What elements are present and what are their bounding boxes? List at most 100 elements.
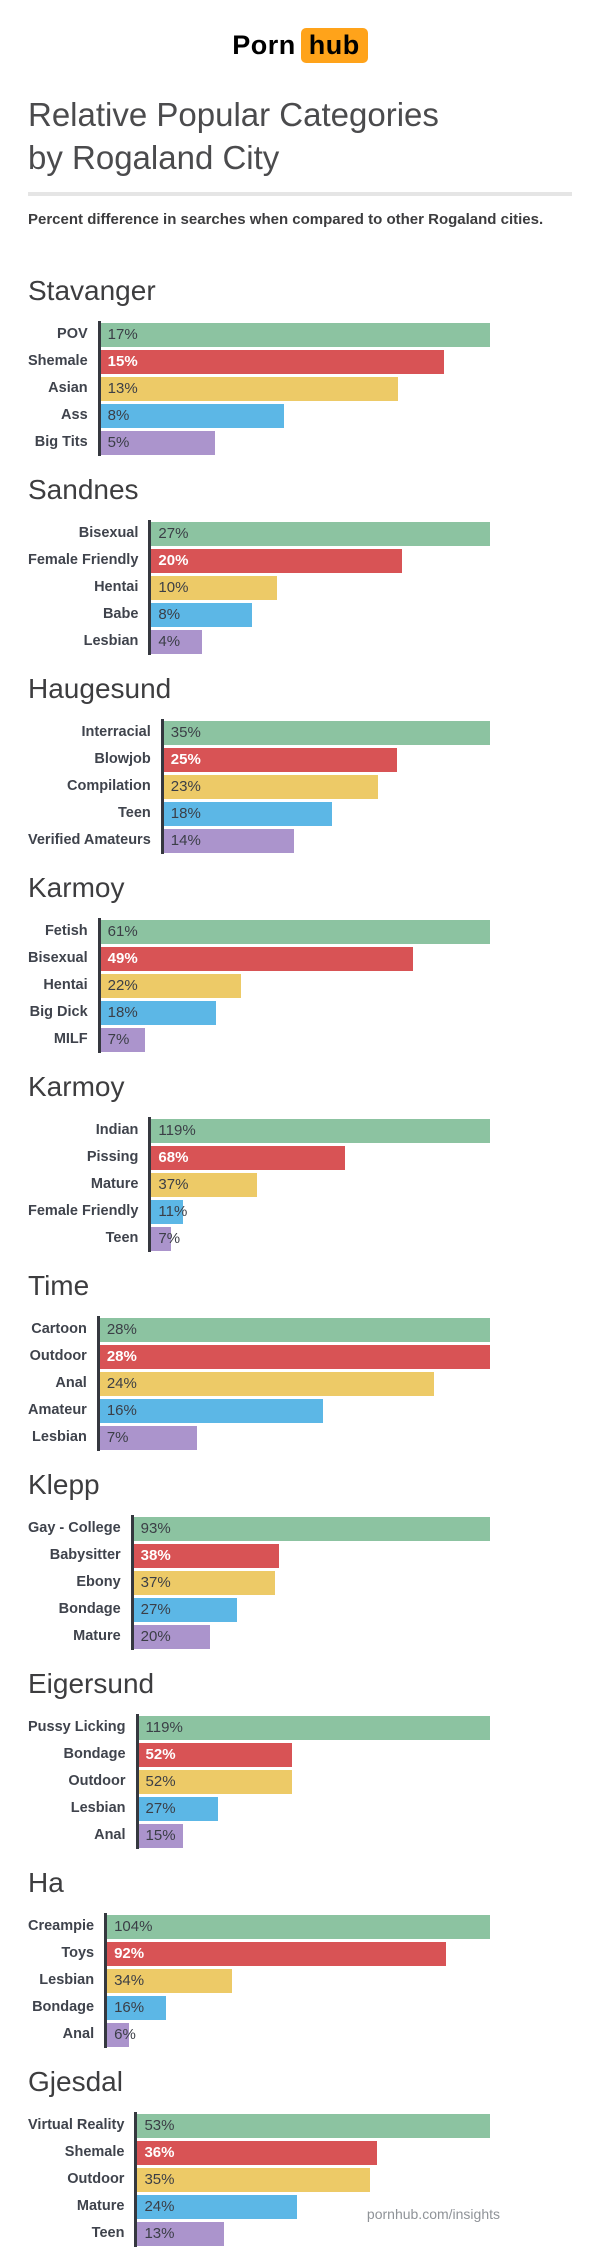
category-label: Anal	[94, 1827, 126, 1843]
category-label: Ebony	[76, 1574, 121, 1590]
bar-value: 27%	[139, 1800, 176, 1817]
bar-cell: 16%	[104, 1994, 490, 2021]
percent-sign: %	[162, 1746, 176, 1763]
bar-cell: 93%	[130, 1515, 490, 1542]
percent-sign: %	[166, 633, 181, 650]
category-label: Gay - College	[28, 1520, 121, 1536]
chart-section: Karmoy Indian 119% Pissing 68% Mature	[28, 1070, 572, 1269]
bar-value: 52%	[139, 1746, 176, 1763]
charts: Stavanger POV 17% Shemale 15% Asian	[28, 274, 572, 2264]
footer-url: pornhub.com/insights	[366, 2206, 500, 2222]
bar-value: 16%	[100, 1402, 137, 1419]
bar-value-number: 18	[107, 1004, 125, 1021]
bar: 27%	[133, 1597, 238, 1622]
bar-value: 15%	[139, 1827, 176, 1844]
bar-cell: 20%	[130, 1623, 490, 1650]
category-label: Anal	[62, 2026, 95, 2042]
category-label: Interracial	[81, 724, 151, 740]
bar-value-number: 4	[158, 633, 167, 650]
percent-sign: %	[161, 2117, 175, 2134]
bar-cell: 5%	[97, 429, 490, 456]
bar-value: 18%	[101, 1004, 138, 1021]
chart-section: Time Cartoon 28% Outdoor 28% Anal	[28, 1269, 572, 1468]
bar-value-number: 52	[145, 1746, 163, 1763]
bar-value-number: 13	[107, 380, 125, 397]
bar: 14%	[163, 828, 295, 853]
bar-value: 13%	[137, 2225, 174, 2242]
category-label: Cartoon	[31, 1321, 87, 1337]
bar-value: 13%	[101, 380, 138, 397]
bar-value-number: 92	[114, 1945, 131, 1962]
bar-value: 52%	[139, 1773, 176, 1790]
bar: 24%	[137, 2194, 298, 2219]
percent-sign: %	[161, 2144, 175, 2161]
bar-value-number: 16	[106, 1402, 124, 1419]
percent-sign: %	[115, 1429, 129, 1446]
bar-cell: 18%	[97, 999, 490, 1026]
bar-value: 7%	[100, 1429, 129, 1446]
bar-value-number: 119	[158, 1122, 183, 1139]
bar-value: 68%	[151, 1149, 188, 1166]
bar-value: 8%	[151, 606, 180, 623]
category-label: Lesbian	[39, 1972, 95, 1988]
bar: 4%	[151, 629, 202, 654]
bar-value-number: 61	[107, 923, 125, 940]
bar-value: 14%	[164, 832, 201, 849]
chart-rows: POV 17% Shemale 15% Asian 13%	[28, 321, 490, 456]
bar-cell: 14%	[160, 827, 490, 854]
bar-value-number: 18	[170, 805, 188, 822]
bar: 20%	[133, 1624, 211, 1649]
bar-cell: 24%	[96, 1370, 490, 1397]
percent-sign: %	[161, 2225, 175, 2242]
category-label: Shemale	[28, 353, 88, 369]
bar-value: 20%	[134, 1628, 171, 1645]
bar: 7%	[151, 1226, 180, 1251]
bar-value: 27%	[134, 1601, 171, 1618]
bar-value: 37%	[134, 1574, 171, 1591]
bar-cell: 28%	[96, 1343, 490, 1370]
bar-cell: 61%	[97, 918, 490, 945]
category-label: MILF	[53, 1031, 88, 1047]
section-title: Ha	[28, 1867, 64, 1898]
category-label: Creampie	[28, 1918, 95, 1934]
bar-value-number: 25	[170, 751, 188, 768]
percent-sign: %	[182, 1122, 196, 1139]
bar-value: 37%	[151, 1176, 188, 1193]
percent-sign: %	[162, 1800, 176, 1817]
percent-sign: %	[175, 525, 189, 542]
bar: 16%	[107, 1995, 166, 2020]
bar: 119%	[151, 1118, 490, 1143]
bar-cell: 35%	[134, 2166, 490, 2193]
bar-value-number: 24	[106, 1375, 124, 1392]
bar: 13%	[100, 376, 399, 401]
section-title: Karmoy	[28, 1071, 125, 1102]
category-label: Lesbian	[83, 633, 139, 649]
category-label: Teen	[117, 805, 151, 821]
section-title: Time	[28, 1270, 90, 1301]
category-label: Indian	[95, 1122, 139, 1138]
chart-section: Sandnes Bisexual 27% Female Friendly 20%	[28, 473, 572, 672]
chart-section: Eigersund Pussy Licking 119% Bondage 52%	[28, 1667, 572, 1866]
bar-cell: 13%	[97, 375, 490, 402]
bar-cell: 35%	[160, 719, 490, 746]
chart-rows: Indian 119% Pissing 68% Mature 37%	[28, 1117, 490, 1252]
category-label: Toys	[61, 1945, 95, 1961]
chart-section: Stavanger POV 17% Shemale 15% Asian	[28, 274, 572, 473]
bar-value-number: 49	[107, 950, 125, 967]
bar-value: 18%	[164, 805, 201, 822]
chart-rows: Cartoon 28% Outdoor 28% Anal 24%	[28, 1316, 490, 1451]
bar: 27%	[138, 1796, 219, 1821]
percent-sign: %	[124, 1004, 138, 1021]
bar-value-number: 34	[114, 1972, 131, 1989]
bar-value-number: 20	[140, 1628, 158, 1645]
bar: 38%	[133, 1543, 280, 1568]
bar-cell: 37%	[148, 1171, 490, 1198]
section-title: Gjesdal	[28, 2066, 123, 2097]
bar-value-number: 7	[107, 1031, 116, 1048]
bar-cell: 6%	[104, 2021, 490, 2048]
category-label: Hentai	[43, 977, 88, 993]
bar-cell: 24%	[134, 2193, 490, 2220]
bar: 18%	[163, 801, 332, 826]
percent-sign: %	[124, 326, 138, 343]
